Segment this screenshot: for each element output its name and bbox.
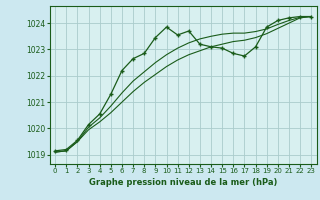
X-axis label: Graphe pression niveau de la mer (hPa): Graphe pression niveau de la mer (hPa) <box>89 178 277 187</box>
